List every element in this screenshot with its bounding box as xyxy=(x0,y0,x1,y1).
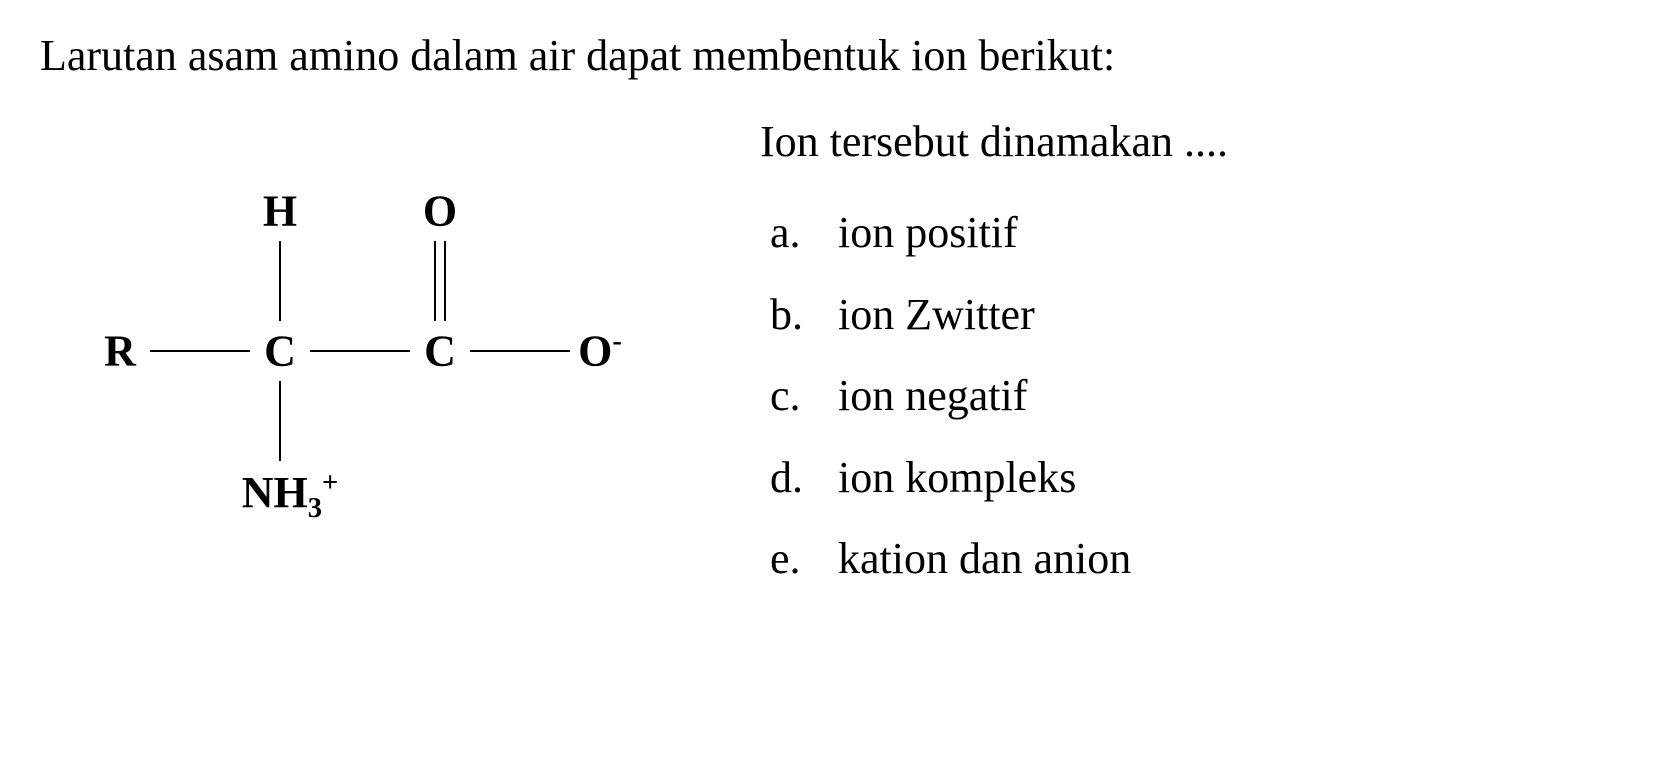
option-row: a. ion positif xyxy=(760,192,1228,273)
atom-C2: C xyxy=(424,326,456,377)
bond-line xyxy=(434,241,436,321)
option-row: d. ion kompleks xyxy=(760,437,1228,518)
bond-line xyxy=(279,381,281,461)
option-letter: a. xyxy=(770,192,810,273)
option-row: c. ion negatif xyxy=(760,355,1228,436)
atom-O: O xyxy=(423,186,457,237)
option-letter: d. xyxy=(770,437,810,518)
option-text: ion kompleks xyxy=(838,437,1076,518)
bond-line xyxy=(279,241,281,321)
atom-NH3: NH3+ xyxy=(242,467,339,525)
atom-H: H xyxy=(263,186,297,237)
bond-line xyxy=(310,350,410,352)
bond-line xyxy=(470,350,570,352)
option-text: ion positif xyxy=(838,192,1018,273)
bond-line xyxy=(150,350,250,352)
option-letter: c. xyxy=(770,355,810,436)
option-text: ion Zwitter xyxy=(838,274,1035,355)
content-row: R C C O- H O NH3+ Ion tersebut dinamakan .... … xyxy=(40,101,1638,599)
answer-prompt: Ion tersebut dinamakan .... xyxy=(760,101,1228,182)
option-letter: e. xyxy=(770,518,810,599)
atom-C1: C xyxy=(264,326,296,377)
question-text: Larutan asam amino dalam air dapat membe… xyxy=(40,30,1638,81)
option-row: e. kation dan anion xyxy=(760,518,1228,599)
option-text: ion negatif xyxy=(838,355,1027,436)
option-row: b. ion Zwitter xyxy=(760,274,1228,355)
bond-line xyxy=(444,241,446,321)
option-letter: b. xyxy=(770,274,810,355)
atom-Oneg: O- xyxy=(578,326,622,377)
atom-R: R xyxy=(104,326,136,377)
answer-block: Ion tersebut dinamakan .... a. ion positi… xyxy=(760,101,1228,599)
option-text: kation dan anion xyxy=(838,518,1131,599)
molecule-figure: R C C O- H O NH3+ xyxy=(40,101,640,561)
